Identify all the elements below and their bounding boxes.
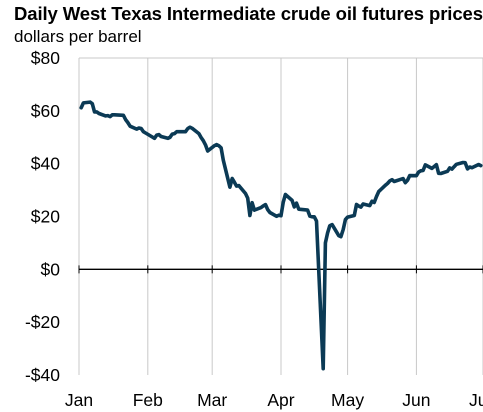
x-tick-label: Jun <box>402 390 430 410</box>
y-axis-tick-labels: $80 $60 $40 $20 $0 -$20 -$40 <box>25 48 60 385</box>
x-tick-label: Apr <box>267 390 294 410</box>
x-tick-label: Jul <box>469 390 483 410</box>
x-tick-label: Jan <box>65 390 93 410</box>
y-tick-label: $80 <box>31 48 60 68</box>
chart-title: Daily West Texas Intermediate crude oil … <box>14 3 483 24</box>
x-tick-label: May <box>331 390 364 410</box>
chart-subtitle: dollars per barrel <box>14 27 142 46</box>
y-tick-label: $40 <box>31 154 60 174</box>
x-tick-label: Feb <box>133 390 163 410</box>
y-tick-label: $20 <box>31 207 60 227</box>
y-tick-label: -$20 <box>25 312 60 332</box>
y-tick-label: -$40 <box>25 365 60 385</box>
x-tick-label: Mar <box>197 390 227 410</box>
y-tick-label: $60 <box>31 101 60 121</box>
x-axis-tick-labels: Jan Feb Mar Apr May Jun Jul <box>65 390 483 410</box>
price-series-line <box>79 100 483 371</box>
y-tick-label: $0 <box>41 259 61 279</box>
